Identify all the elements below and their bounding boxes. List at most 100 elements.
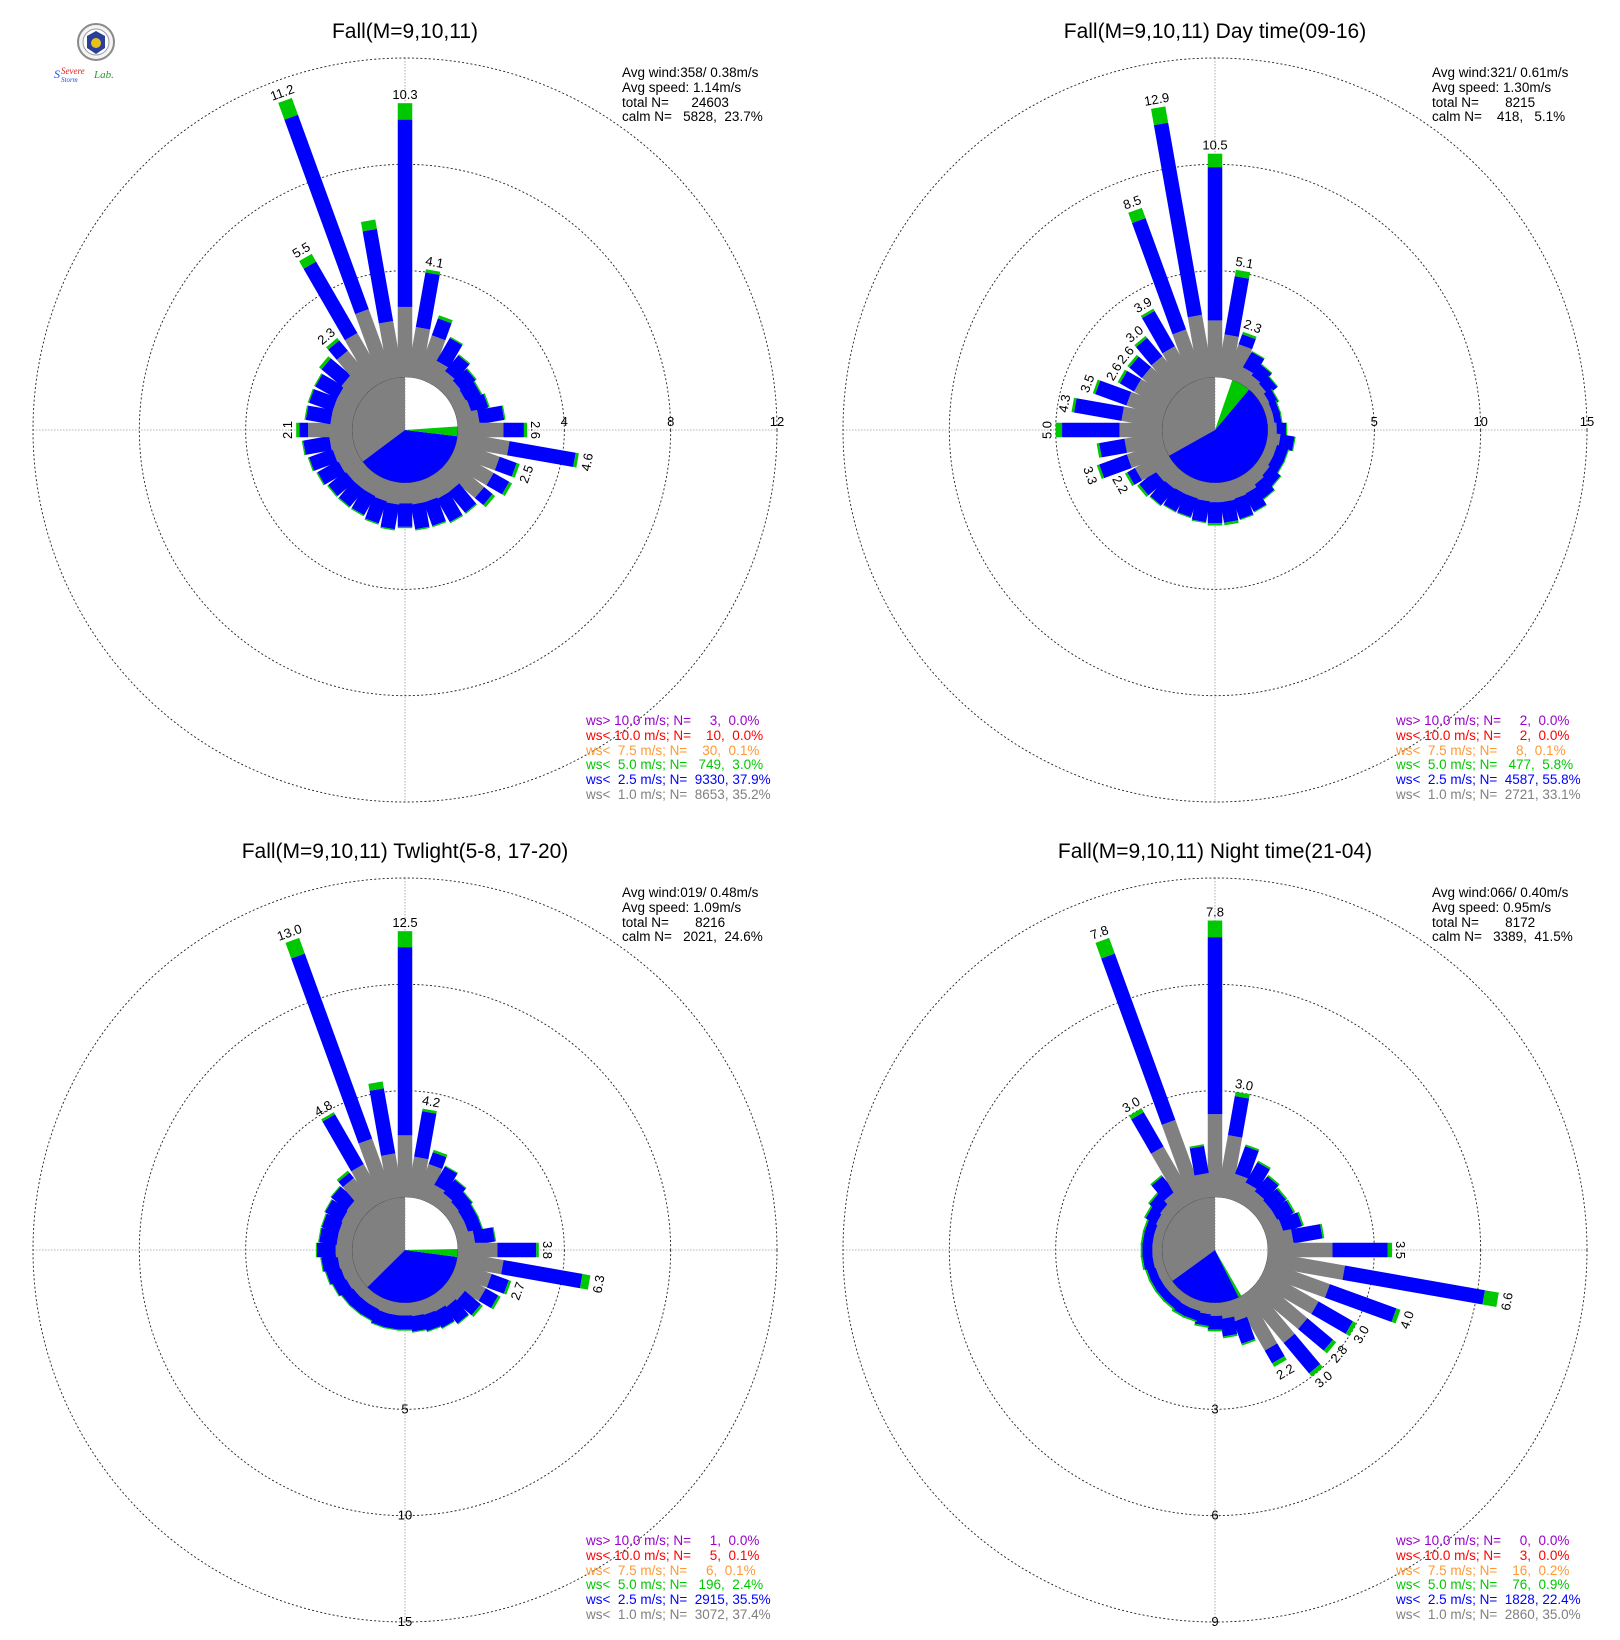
bar-segment-lt5 [573, 452, 579, 468]
bar-segment-lt5 [1055, 422, 1063, 438]
legend-entry: ws< 7.5 m/s; N= 8, 0.1% [1396, 742, 1566, 758]
bar-segment-lt1 [416, 1163, 443, 1203]
bar-segment-lt5 [1207, 920, 1223, 938]
legend-entry: ws< 1.0 m/s; N= 8653, 35.2% [586, 786, 771, 802]
direction-bar: 3.3 [1080, 441, 1168, 486]
bar-segment-lt2_5 [351, 488, 376, 516]
chart-title: Fall(M=9,10,11) Night time(21-04) [1057, 840, 1373, 863]
direction-bar: 3.0 [1243, 1285, 1335, 1391]
direction-bar: 3.8 [458, 1241, 555, 1259]
bar-segment-lt5 [1189, 1144, 1205, 1149]
bar-segment-lt5 [1154, 1289, 1166, 1303]
calm-slice-green [405, 1249, 458, 1257]
direction-bar: 4.6 [455, 432, 596, 472]
bar-segment-lt2_5 [497, 1242, 537, 1258]
stats-avg-wind: Avg wind:066/ 0.40m/s [1432, 885, 1569, 900]
direction-bar [425, 1165, 458, 1208]
bar-segment-lt5 [326, 337, 340, 350]
bar-segment-lt2_5 [1207, 502, 1223, 523]
bar-segment-lt5 [1267, 1174, 1280, 1186]
bar-value-label: 2.1 [280, 421, 295, 439]
severe-storm-lab-logo: S Severe Storm Lab. [50, 22, 146, 84]
direction-bar: 3.9 [1131, 294, 1195, 388]
bar-segment-lt5 [1245, 1144, 1260, 1152]
bar-segment-lt2_5 [415, 272, 440, 330]
legend-entry: ws> 10.0 m/s; N= 2, 0.0% [1396, 713, 1570, 728]
bar-segment-lt1 [1172, 329, 1204, 383]
bar-segment-lt1 [1265, 1252, 1345, 1280]
bar-segment-lt5 [1207, 522, 1223, 526]
bar-segment-lt1 [1207, 1114, 1223, 1197]
bar-segment-lt2_5 [1283, 1333, 1321, 1374]
grid-ring [245, 270, 565, 590]
bar-segment-lt2_5 [1099, 438, 1127, 458]
stats-box: Avg wind:019/ 0.48m/s Avg speed: 1.09m/s t… [622, 885, 763, 945]
legend-entry: ws< 2.5 m/s; N= 9330, 37.9% [586, 772, 771, 788]
chart-title: Fall(M=9,10,11) Twlight(5-8, 17-20) [241, 840, 569, 863]
bar-segment-lt5 [336, 1170, 350, 1182]
bar-value-label: 7.8 [1206, 905, 1224, 920]
bar-segment-lt5 [397, 931, 413, 948]
bar-segment-lt5 [501, 405, 506, 420]
bar-segment-lt1 [1151, 356, 1187, 395]
bar-segment-lt5 [1117, 369, 1128, 384]
bar-segment-lt5 [1096, 443, 1102, 458]
bar-segment-lt2_5 [501, 1260, 583, 1289]
bar-segment-lt5 [331, 1283, 340, 1297]
chart-title: Fall(M=9,10,11) Day time(09-16) [1063, 20, 1367, 43]
bar-segment-lt5 [1286, 422, 1288, 438]
bar-value-label: 6.3 [590, 1274, 608, 1294]
bar-segment-lt2_5 [1276, 422, 1287, 438]
direction-bar [360, 219, 403, 380]
legend: ws> 10.0 m/s; N= 0, 0.0% ws< 10.0 m/s; N=… [1396, 1533, 1581, 1623]
calm-slice-blue [1172, 1250, 1239, 1303]
bar-value-label: 4.3 [1055, 393, 1073, 413]
bar-segment-lt2_5 [448, 483, 477, 513]
bar-segment-lt5 [315, 1242, 317, 1258]
bar-segment-lt2_5 [1129, 356, 1152, 379]
bar-segment-lt2_5 [1142, 1253, 1155, 1270]
direction-bar: 2.6 [458, 421, 543, 439]
calm-slice-green [1215, 1250, 1242, 1298]
direction-bar [1150, 1174, 1187, 1215]
bar-segment-lt5 [1279, 411, 1284, 426]
direction-bar [383, 1300, 403, 1331]
direction-bar: 3.0 [1217, 1076, 1254, 1200]
bar-segment-lt2_5 [486, 1273, 509, 1294]
bar-segment-lt5 [523, 422, 528, 438]
legend-entry: ws< 2.5 m/s; N= 2915, 35.5% [586, 1592, 771, 1608]
bar-segment-lt5 [1151, 106, 1169, 126]
bar-segment-lt2_5 [1099, 454, 1132, 479]
direction-bar [425, 336, 464, 388]
bar-segment-lt5 [422, 1108, 437, 1114]
bar-segment-lt5 [492, 1227, 497, 1242]
direction-bar: 7.8 [1088, 922, 1204, 1203]
bar-segment-lt2_5 [1227, 1096, 1250, 1138]
bar-segment-lt2_5 [397, 503, 413, 527]
bar-segment-lt2_5 [1342, 1265, 1486, 1305]
direction-bar [1265, 432, 1296, 452]
legend-entry: ws< 10.0 m/s; N= 10, 0.0% [586, 727, 764, 743]
bar-segment-lt1 [416, 335, 446, 383]
bar-segment-lt2_5 [397, 1315, 413, 1330]
bar-segment-lt1 [1161, 1119, 1204, 1203]
bar-segment-lt2_5 [309, 448, 338, 471]
wind-rose-panel-all: 4 8 12 10.3 4.1 2.6 4.6 2.5 2.1 2.3 5.5 11.2 Fall(M=… [0, 0, 810, 820]
direction-bar [1163, 472, 1195, 513]
bar-value-label: 5.1 [1234, 254, 1254, 272]
ring-label: 12 [770, 414, 784, 429]
bar-segment-lt1 [308, 422, 352, 438]
bar-segment-lt2_5 [309, 389, 338, 412]
bar-segment-lt2_5 [291, 953, 373, 1144]
bar-segment-lt2_5 [1191, 498, 1210, 523]
bar-segment-lt2_5 [443, 1179, 466, 1203]
stats-total: total N= 8172 [1432, 914, 1536, 930]
bar-segment-lt2_5 [445, 355, 470, 381]
legend: ws> 10.0 m/s; N= 2, 0.0% ws< 10.0 m/s; N=… [1396, 713, 1581, 803]
bar-value-label: 4.6 [578, 452, 596, 472]
bar-segment-lt1 [455, 1252, 504, 1275]
direction-bars: 7.83.03.56.64.03.02.83.02.23.07.8 [1088, 905, 1516, 1391]
bar-segment-lt5 [1182, 1315, 1198, 1323]
bar-value-label: 2.5 [516, 463, 536, 485]
